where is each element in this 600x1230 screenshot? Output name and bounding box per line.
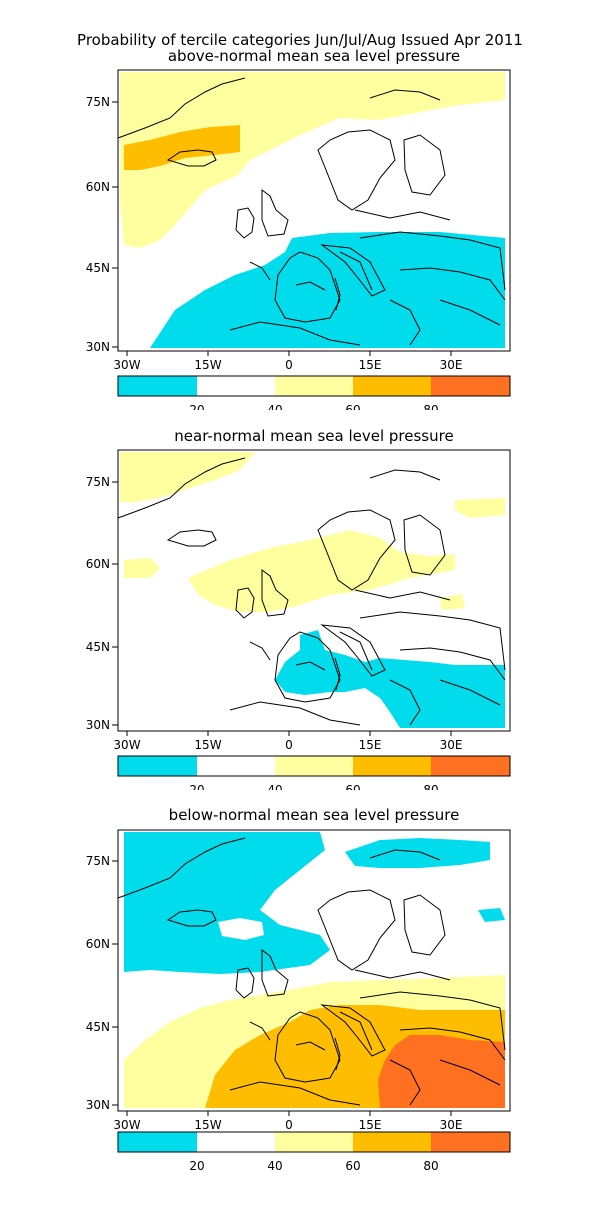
panel-3-deep-orange-region bbox=[378, 1035, 505, 1108]
panel-3-coastlines bbox=[117, 837, 506, 1106]
panel-1-colorbar-label-20: 20 bbox=[189, 403, 204, 410]
panel-3-lon-axis bbox=[126, 1111, 452, 1116]
panel-2-coastlines bbox=[117, 457, 506, 726]
panel-3-cyan-region-e bbox=[478, 908, 505, 922]
panel-3-colorbar-label-80: 80 bbox=[423, 1159, 438, 1173]
panel-3-lon-label-0: 0 bbox=[285, 1118, 293, 1132]
panel-2-cyan-region bbox=[275, 630, 505, 728]
panel-3: 75N 60N 45N 30N 30W 15W 0 15E 30E 20 40 … bbox=[86, 829, 511, 1173]
main-title: Probability of tercile categories Jun/Ju… bbox=[77, 31, 523, 49]
panel-3-lon-label-15e: 15E bbox=[359, 1118, 382, 1132]
panel-2-yellow-region-west bbox=[124, 558, 160, 578]
panel-2-yellow-region-e bbox=[440, 594, 465, 610]
panel-2-lon-label-15e: 15E bbox=[359, 738, 382, 752]
panel-2-colorbar-swatch-4 bbox=[353, 756, 431, 776]
panel-2-map bbox=[117, 449, 511, 732]
panel-2-colorbar bbox=[117, 755, 511, 777]
panel-2-lat-label-60n: 60N bbox=[86, 557, 110, 571]
panel-3-map bbox=[117, 829, 511, 1112]
panel-3-colorbar-label-20: 20 bbox=[189, 1159, 204, 1173]
panel-3-subtitle: below-normal mean sea level pressure bbox=[168, 806, 460, 824]
panel-2: 75N 60N 45N 30N 30W 15W 0 15E 30E 20 40 … bbox=[86, 449, 511, 790]
panel-3-white-hole bbox=[218, 918, 264, 940]
panel-3-lat-label-75n: 75N bbox=[86, 854, 110, 868]
panel-1-colorbar-swatch-5 bbox=[431, 376, 510, 396]
panel-1-yellow-region bbox=[120, 72, 505, 248]
panel-1-colorbar-swatch-1 bbox=[118, 376, 197, 396]
panel-1-colorbar-label-40: 40 bbox=[267, 403, 282, 410]
panel-3-lat-label-45n: 45N bbox=[86, 1020, 110, 1034]
panel-1-lon-label-0: 0 bbox=[285, 358, 293, 372]
panel-2-colorbar-swatch-3 bbox=[275, 756, 353, 776]
panel-2-lon-label-15w: 15W bbox=[194, 738, 221, 752]
panel-1-lon-label-30w: 30W bbox=[113, 358, 140, 372]
panel-1-map bbox=[117, 69, 511, 352]
panel-2-subtitle: near-normal mean sea level pressure bbox=[174, 427, 454, 445]
panel-3-colorbar-swatch-1 bbox=[118, 1132, 197, 1152]
panel-2-colorbar-swatch-2 bbox=[197, 756, 275, 776]
panel-3-colorbar-swatch-3 bbox=[275, 1132, 353, 1152]
panel-1: 75N 60N 45N 30N 30W 15W 0 15E 30E 20 40 … bbox=[86, 69, 511, 410]
panel-3-cyan-region-ne bbox=[345, 838, 490, 868]
panel-1-lon-label-15w: 15W bbox=[194, 358, 221, 372]
panel-1-colorbar bbox=[117, 375, 511, 397]
panel-2-lon-label-0: 0 bbox=[285, 738, 293, 752]
panel-2-colorbar-swatch-5 bbox=[431, 756, 510, 776]
panel-2-colorbar-label-40: 40 bbox=[267, 783, 282, 790]
panel-1-subtitle: above-normal mean sea level pressure bbox=[167, 47, 461, 65]
panel-3-lat-axis bbox=[112, 860, 118, 1106]
panel-2-lon-axis bbox=[126, 731, 452, 736]
panel-1-lat-label-75n: 75N bbox=[86, 95, 110, 109]
panel-1-colorbar-label-60: 60 bbox=[345, 403, 360, 410]
panel-2-colorbar-label-60: 60 bbox=[345, 783, 360, 790]
panel-3-colorbar-label-60: 60 bbox=[345, 1159, 360, 1173]
panel-2-colorbar-label-20: 20 bbox=[189, 783, 204, 790]
panel-2-lon-label-30w: 30W bbox=[113, 738, 140, 752]
panel-2-colorbar-swatch-1 bbox=[118, 756, 197, 776]
panel-1-orange-region bbox=[124, 125, 240, 170]
panel-2-lat-label-75n: 75N bbox=[86, 475, 110, 489]
panel-1-lat-label-30n: 30N bbox=[86, 340, 110, 354]
panel-3-lon-label-30e: 30E bbox=[440, 1118, 463, 1132]
panel-3-lat-label-30n: 30N bbox=[86, 1098, 110, 1112]
panel-1-lon-axis bbox=[126, 351, 452, 356]
panel-3-lon-label-30w: 30W bbox=[113, 1118, 140, 1132]
panel-2-yellow-region-central bbox=[188, 530, 455, 612]
panel-2-colorbar-label-80: 80 bbox=[423, 783, 438, 790]
panel-1-lon-label-15e: 15E bbox=[359, 358, 382, 372]
panel-1-coastlines bbox=[117, 77, 506, 346]
panel-2-lat-axis bbox=[112, 481, 118, 726]
panel-1-colorbar-swatch-3 bbox=[275, 376, 353, 396]
panel-3-cyan-region-north bbox=[124, 832, 330, 974]
panel-1-lat-axis bbox=[112, 101, 118, 348]
panel-3-lon-label-15w: 15W bbox=[194, 1118, 221, 1132]
panel-1-lon-label-30e: 30E bbox=[440, 358, 463, 372]
panel-2-lat-label-30n: 30N bbox=[86, 718, 110, 732]
panel-3-colorbar-swatch-5 bbox=[431, 1132, 510, 1152]
panel-1-colorbar-swatch-4 bbox=[353, 376, 431, 396]
panel-3-colorbar-label-40: 40 bbox=[267, 1159, 282, 1173]
panel-3-lat-label-60n: 60N bbox=[86, 937, 110, 951]
panel-1-lat-label-60n: 60N bbox=[86, 180, 110, 194]
panel-1-colorbar-swatch-2 bbox=[197, 376, 275, 396]
panel-2-yellow-region-ne bbox=[455, 498, 505, 518]
panel-1-cyan-region bbox=[150, 232, 505, 348]
panel-3-colorbar bbox=[117, 1131, 511, 1153]
panel-2-lat-label-45n: 45N bbox=[86, 640, 110, 654]
panel-3-colorbar-swatch-4 bbox=[353, 1132, 431, 1152]
panel-3-colorbar-swatch-2 bbox=[197, 1132, 275, 1152]
panel-1-colorbar-label-80: 80 bbox=[423, 403, 438, 410]
panel-2-lon-label-30e: 30E bbox=[440, 738, 463, 752]
panel-1-lat-label-45n: 45N bbox=[86, 261, 110, 275]
